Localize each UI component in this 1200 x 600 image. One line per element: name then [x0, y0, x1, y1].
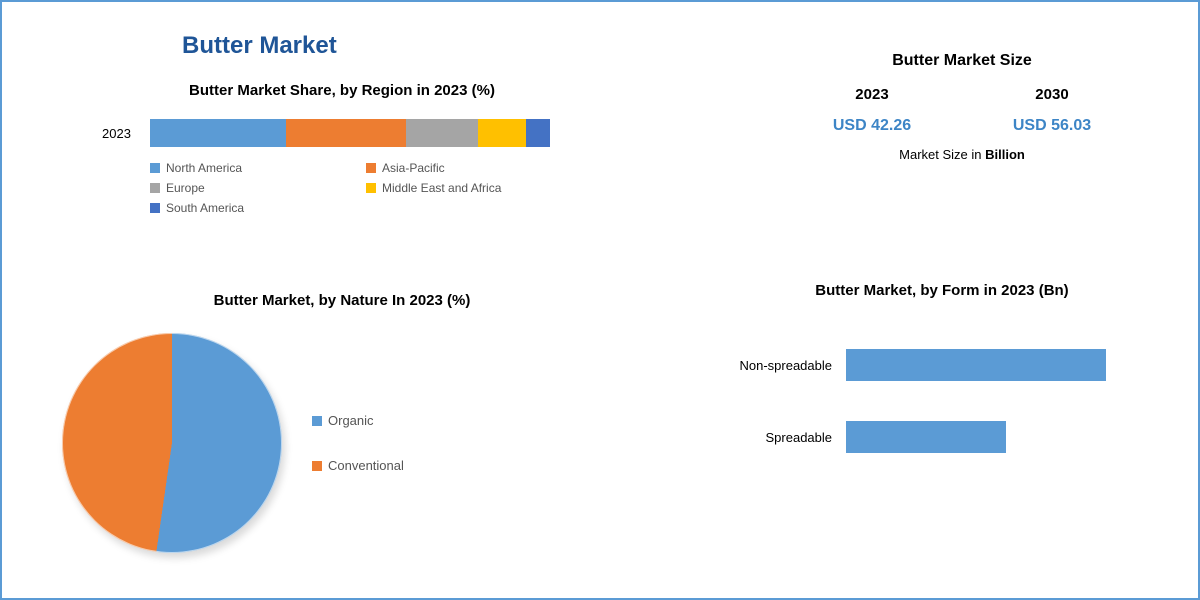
nature-pie-chart: Butter Market, by Nature In 2023 (%) Org… [82, 292, 562, 553]
size-year-1: 2030 [1013, 86, 1091, 103]
legend-swatch [150, 163, 160, 173]
legend-swatch [366, 183, 376, 193]
legend-swatch [150, 203, 160, 213]
legend-item: North America [150, 161, 366, 175]
legend-item: Europe [150, 181, 366, 195]
market-size-columns: 2023 USD 42.26 2030 USD 56.03 [782, 86, 1142, 135]
region-seg [478, 119, 526, 147]
size-unit-prefix: Market Size in [899, 147, 985, 162]
legend-swatch [312, 416, 322, 426]
form-bar-label: Spreadable [722, 430, 832, 445]
legend-label: Europe [166, 181, 205, 195]
legend-label: South America [166, 201, 244, 215]
legend-item: Middle East and Africa [366, 181, 582, 195]
region-seg [286, 119, 406, 147]
legend-label: North America [166, 161, 242, 175]
legend-label: Middle East and Africa [382, 181, 501, 195]
legend-item: South America [150, 201, 366, 215]
market-size-unit: Market Size in Billion [782, 147, 1142, 162]
form-bar [846, 349, 1106, 381]
form-bar-row: Spreadable [722, 421, 1162, 453]
region-seg [526, 119, 550, 147]
form-bar [846, 421, 1006, 453]
legend-item: Organic [312, 413, 404, 428]
legend-label: Conventional [328, 458, 404, 473]
page-title: Butter Market [182, 32, 337, 60]
form-bar-chart: Butter Market, by Form in 2023 (Bn) Non-… [722, 282, 1162, 493]
region-chart-title: Butter Market Share, by Region in 2023 (… [102, 82, 582, 99]
nature-pie [62, 333, 282, 553]
size-year-0: 2023 [833, 86, 911, 103]
form-bars-container: Non-spreadable Spreadable [722, 349, 1162, 453]
market-size-col-2023: 2023 USD 42.26 [833, 86, 911, 135]
market-size-title: Butter Market Size [782, 52, 1142, 70]
legend-item: Asia-Pacific [366, 161, 582, 175]
legend-label: Asia-Pacific [382, 161, 445, 175]
region-share-chart: Butter Market Share, by Region in 2023 (… [102, 82, 582, 215]
nature-chart-title: Butter Market, by Nature In 2023 (%) [122, 292, 562, 309]
market-size-panel: Butter Market Size 2023 USD 42.26 2030 U… [782, 52, 1142, 162]
nature-legend: Organic Conventional [312, 413, 404, 473]
legend-swatch [312, 461, 322, 471]
region-seg [150, 119, 286, 147]
region-stacked-bar [150, 119, 550, 147]
form-chart-title: Butter Market, by Form in 2023 (Bn) [722, 282, 1162, 299]
legend-swatch [366, 163, 376, 173]
legend-label: Organic [328, 413, 374, 428]
size-unit-bold: Billion [985, 147, 1025, 162]
form-bar-label: Non-spreadable [722, 358, 832, 373]
region-seg [406, 119, 478, 147]
region-year-label: 2023 [102, 126, 138, 141]
size-value-0: USD 42.26 [833, 117, 911, 135]
nature-chart-body: Organic Conventional [82, 333, 562, 553]
market-size-col-2030: 2030 USD 56.03 [1013, 86, 1091, 135]
legend-swatch [150, 183, 160, 193]
legend-item: Conventional [312, 458, 404, 473]
region-bar-row: 2023 [102, 119, 582, 147]
region-legend: North America Asia-Pacific Europe Middle Ea… [150, 161, 582, 215]
form-bar-row: Non-spreadable [722, 349, 1162, 381]
size-value-1: USD 56.03 [1013, 117, 1091, 135]
